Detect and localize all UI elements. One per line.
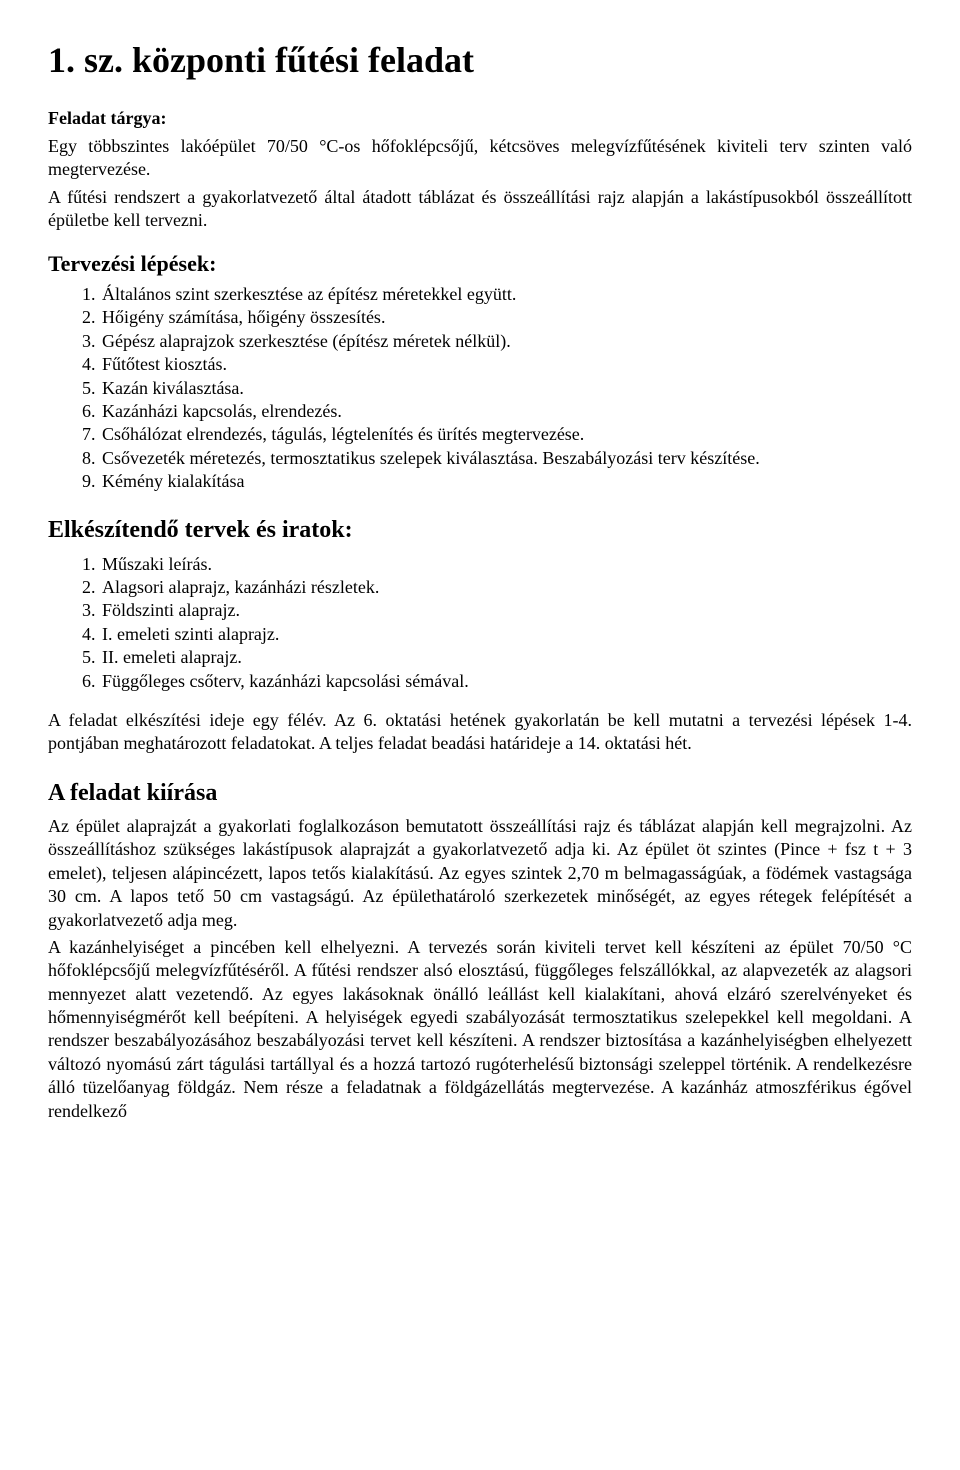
task-text-2: A kazánhelyiséget a pincében kell elhely… (48, 936, 912, 1123)
list-item: Függőleges csőterv, kazánházi kapcsolási… (100, 670, 912, 693)
subject-text-1: Egy többszintes lakóépület 70/50 °C-os h… (48, 135, 912, 182)
list-item: I. emeleti szinti alaprajz. (100, 623, 912, 646)
subject-block: Feladat tárgya: Egy többszintes lakóépül… (48, 107, 912, 232)
list-item: Kémény kialakítása (100, 470, 912, 493)
deadline-text: A feladat elkészítési ideje egy félév. A… (48, 709, 912, 756)
task-text-1: Az épület alaprajzát a gyakorlati foglal… (48, 815, 912, 932)
deliverables-heading: Elkészítendő tervek és iratok: (48, 515, 912, 546)
list-item: Hőigény számítása, hőigény összesítés. (100, 306, 912, 329)
list-item: Kazánházi kapcsolás, elrendezés. (100, 400, 912, 423)
list-item: Kazán kiválasztása. (100, 377, 912, 400)
steps-heading: Tervezési lépések: (48, 250, 912, 279)
list-item: Fűtőtest kiosztás. (100, 353, 912, 376)
steps-list: Általános szint szerkesztése az építész … (48, 283, 912, 494)
list-item: II. emeleti alaprajz. (100, 646, 912, 669)
subject-text-2: A fűtési rendszert a gyakorlatvezető ált… (48, 186, 912, 233)
list-item: Általános szint szerkesztése az építész … (100, 283, 912, 306)
list-item: Alagsori alaprajz, kazánházi részletek. (100, 576, 912, 599)
list-item: Csővezeték méretezés, termosztatikus sze… (100, 447, 912, 470)
list-item: Műszaki leírás. (100, 553, 912, 576)
subject-label: Feladat tárgya: (48, 108, 166, 128)
list-item: Csőhálózat elrendezés, tágulás, légtelen… (100, 423, 912, 446)
task-heading: A feladat kiírása (48, 778, 912, 809)
list-item: Földszinti alaprajz. (100, 599, 912, 622)
page-title: 1. sz. központi fűtési feladat (48, 40, 912, 81)
list-item: Gépész alaprajzok szerkesztése (építész … (100, 330, 912, 353)
deliverables-list: Műszaki leírás. Alagsori alaprajz, kazán… (48, 553, 912, 693)
